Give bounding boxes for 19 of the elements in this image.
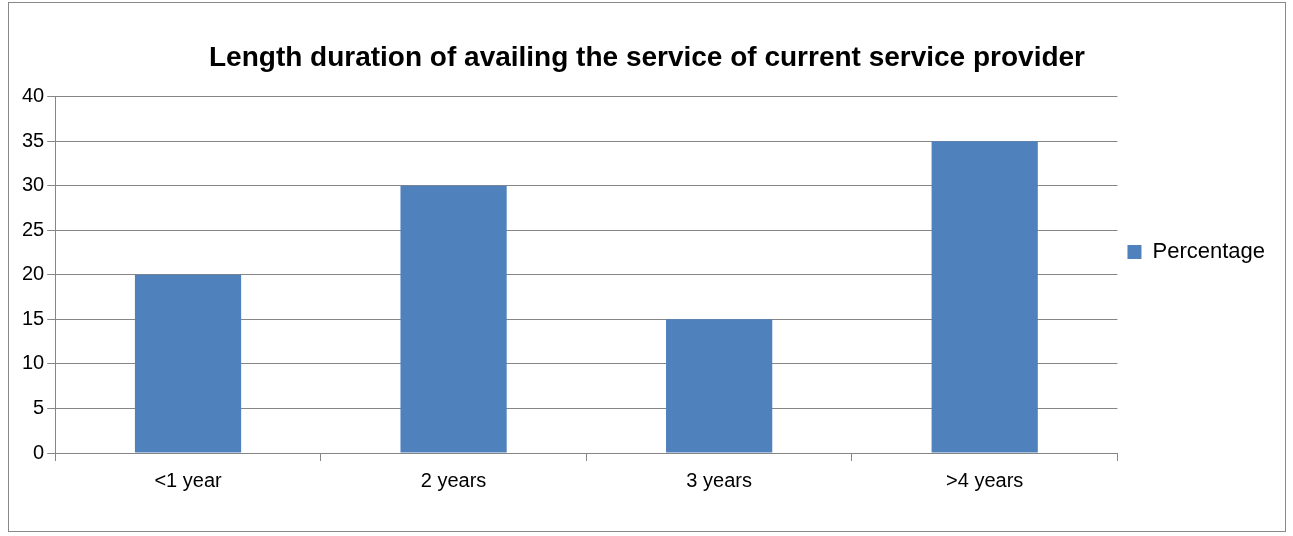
x-tick-label: <1 year xyxy=(154,468,222,491)
bar xyxy=(666,319,773,453)
y-tick-label: 20 xyxy=(22,262,45,285)
bar xyxy=(400,185,507,453)
y-tick-label: 35 xyxy=(22,128,45,151)
y-tick-label: 15 xyxy=(22,306,45,329)
chart-title: Length duration of availing the service of current service provider xyxy=(209,40,1086,72)
x-tick-label: 3 years xyxy=(686,468,752,491)
y-tick-label: 10 xyxy=(22,351,45,374)
bar xyxy=(931,141,1038,453)
legend-label: Percentage xyxy=(1152,238,1266,264)
y-tick-label: 25 xyxy=(22,217,45,240)
y-tick-label: 30 xyxy=(22,173,45,196)
x-tick-label: 2 years xyxy=(420,468,487,491)
bar xyxy=(134,274,242,453)
y-tick-label: 40 xyxy=(22,84,45,107)
x-tick-label: >4 years xyxy=(946,468,1024,491)
y-tick-label: 5 xyxy=(33,395,45,418)
y-tick-label: 0 xyxy=(33,440,45,463)
